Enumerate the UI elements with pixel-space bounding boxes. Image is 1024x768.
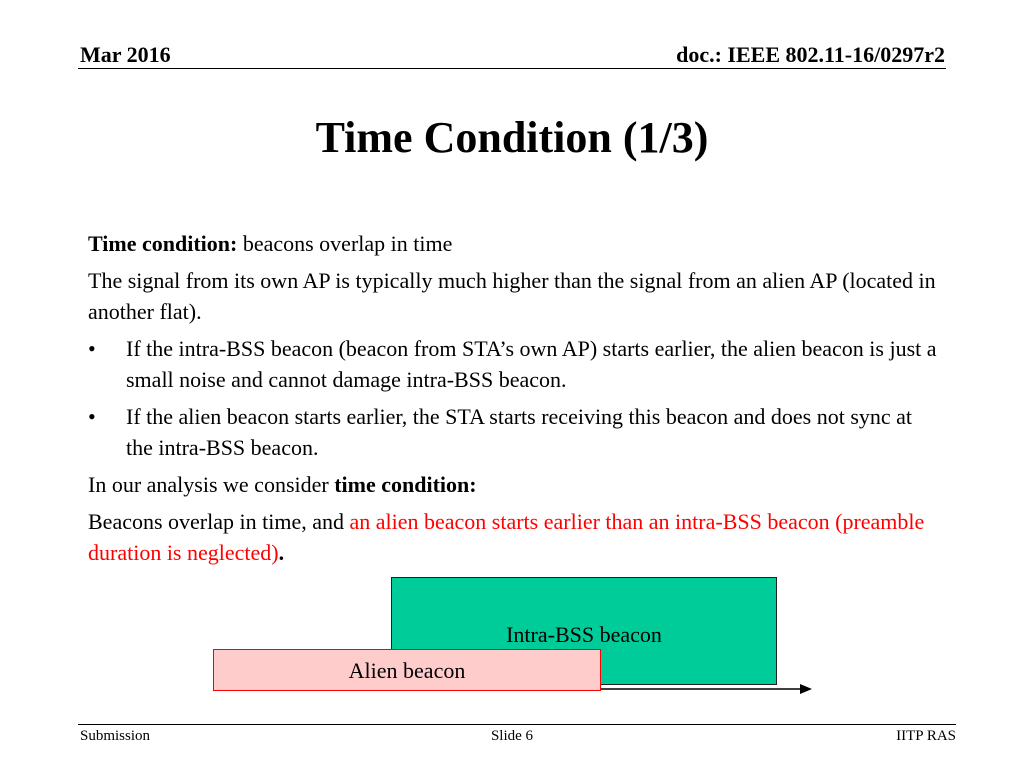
bullet-text: If the alien beacon starts earlier, the …	[126, 404, 913, 460]
time-condition-label: Time condition:	[88, 231, 238, 256]
bullet-marker: •	[88, 336, 96, 361]
time-axis-arrow	[600, 684, 812, 694]
overlap-highlight: an alien beacon starts earlier than an i…	[88, 509, 925, 565]
overlap-text: Beacons overlap in time, and	[88, 509, 350, 534]
footer-submission: Submission	[80, 728, 151, 744]
slide-body: Time condition: beacons overlap in time …	[88, 228, 938, 574]
slide-title: Time Condition (1/3)	[315, 113, 709, 162]
bullet-text: If the intra-BSS beacon (beacon from STA…	[126, 336, 937, 392]
footer-slide-number: Slide 6	[490, 728, 534, 744]
footer-organization: IITP RAS	[896, 728, 956, 744]
bullet-item: • If the alien beacon starts earlier, the…	[88, 401, 938, 463]
analysis-text: In our analysis we consider	[88, 472, 335, 497]
alien-beacon-label: Alien beacon	[348, 658, 466, 683]
paragraph-beacons-overlap: Beacons overlap in time, and an alien be…	[88, 506, 938, 568]
header-doc-id: doc.: IEEE 802.11-16/0297r2	[676, 42, 945, 67]
overlap-period: .	[278, 540, 285, 565]
alien-beacon-box: Alien beacon	[213, 649, 601, 691]
paragraph-analysis: In our analysis we consider time conditi…	[88, 469, 938, 500]
time-condition-text: beacons overlap in time	[237, 231, 453, 256]
bullet-item: • If the intra-BSS beacon (beacon from ST…	[88, 333, 938, 395]
header-divider	[78, 68, 946, 69]
paragraph-signal: The signal from its own AP is typically …	[88, 268, 936, 324]
paragraph-time-condition: Time condition: beacons overlap in time	[88, 228, 938, 259]
bullet-marker: •	[88, 404, 96, 429]
bullet-list: • If the intra-BSS beacon (beacon from ST…	[88, 333, 938, 463]
intra-bss-beacon-label: Intra-BSS beacon	[506, 622, 662, 647]
header-date: Mar 2016	[80, 42, 171, 67]
footer-divider	[78, 724, 956, 725]
analysis-bold: time condition:	[334, 472, 477, 497]
